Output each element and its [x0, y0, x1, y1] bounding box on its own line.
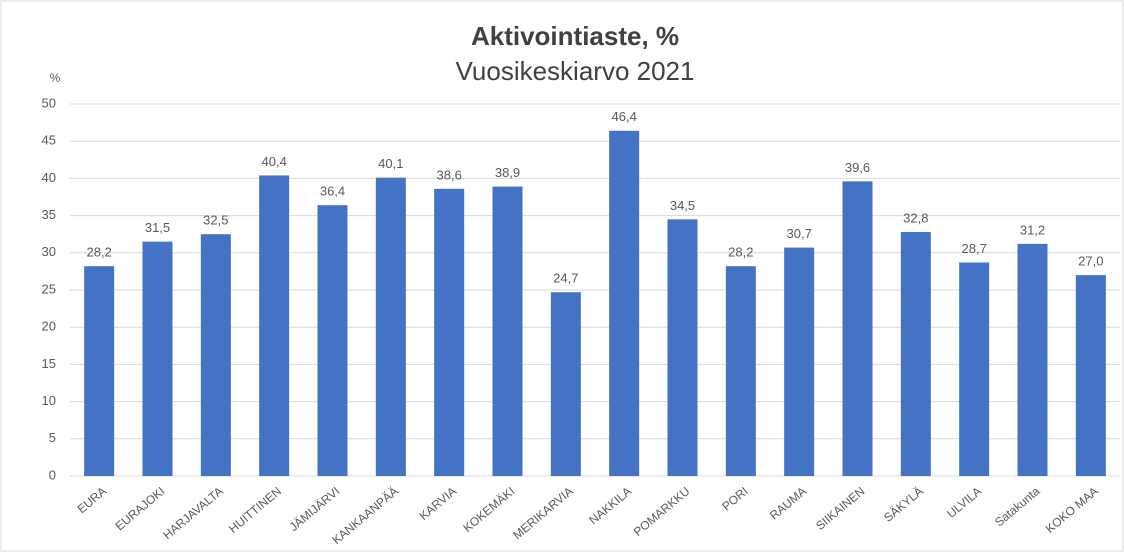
value-label: 28,2 [87, 245, 112, 260]
bar [784, 247, 815, 476]
chart-title: Aktivointiaste, % [471, 21, 679, 51]
bar [142, 241, 173, 476]
y-tick-label: 0 [49, 467, 56, 482]
y-tick-label: 10 [42, 393, 56, 408]
value-label: 27,0 [1078, 254, 1103, 269]
value-label: 31,2 [1020, 222, 1045, 237]
value-label: 28,7 [962, 241, 987, 256]
y-tick-label: 25 [42, 281, 56, 296]
bar [1075, 275, 1106, 476]
bar [900, 231, 931, 476]
bar [550, 292, 581, 476]
value-label: 28,2 [728, 245, 753, 260]
bar [317, 205, 348, 476]
bar [667, 219, 698, 476]
value-label: 31,5 [145, 220, 170, 235]
value-label: 40,4 [262, 154, 287, 169]
value-label: 24,7 [553, 271, 578, 286]
bar [959, 262, 990, 476]
y-tick-label: 30 [42, 244, 56, 259]
bar [375, 177, 406, 476]
bar [492, 186, 523, 477]
value-label: 39,6 [845, 160, 870, 175]
bar [609, 130, 640, 476]
chart-subtitle: Vuosikeskiarvo 2021 [456, 56, 695, 86]
value-label: 38,9 [495, 165, 520, 180]
y-tick-label: 15 [42, 356, 56, 371]
bar [259, 175, 290, 476]
y-axis-label: % [50, 71, 61, 85]
bar [842, 181, 873, 476]
value-label: 30,7 [787, 226, 812, 241]
y-tick-label: 20 [42, 319, 56, 334]
y-tick-label: 45 [42, 133, 56, 148]
value-label: 36,4 [320, 184, 345, 199]
bar [1017, 243, 1048, 476]
y-tick-label: 50 [42, 95, 56, 110]
bar [84, 266, 115, 476]
bar [725, 266, 756, 476]
value-label: 40,1 [378, 156, 403, 171]
value-label: 46,4 [612, 109, 637, 124]
bar [434, 188, 465, 477]
value-label: 32,8 [903, 210, 928, 225]
y-tick-label: 35 [42, 207, 56, 222]
y-tick-label: 5 [49, 430, 56, 445]
value-label: 34,5 [670, 198, 695, 213]
y-tick-label: 40 [42, 170, 56, 185]
bar [200, 234, 231, 476]
value-label: 32,5 [203, 213, 228, 228]
value-label: 38,6 [437, 167, 462, 182]
